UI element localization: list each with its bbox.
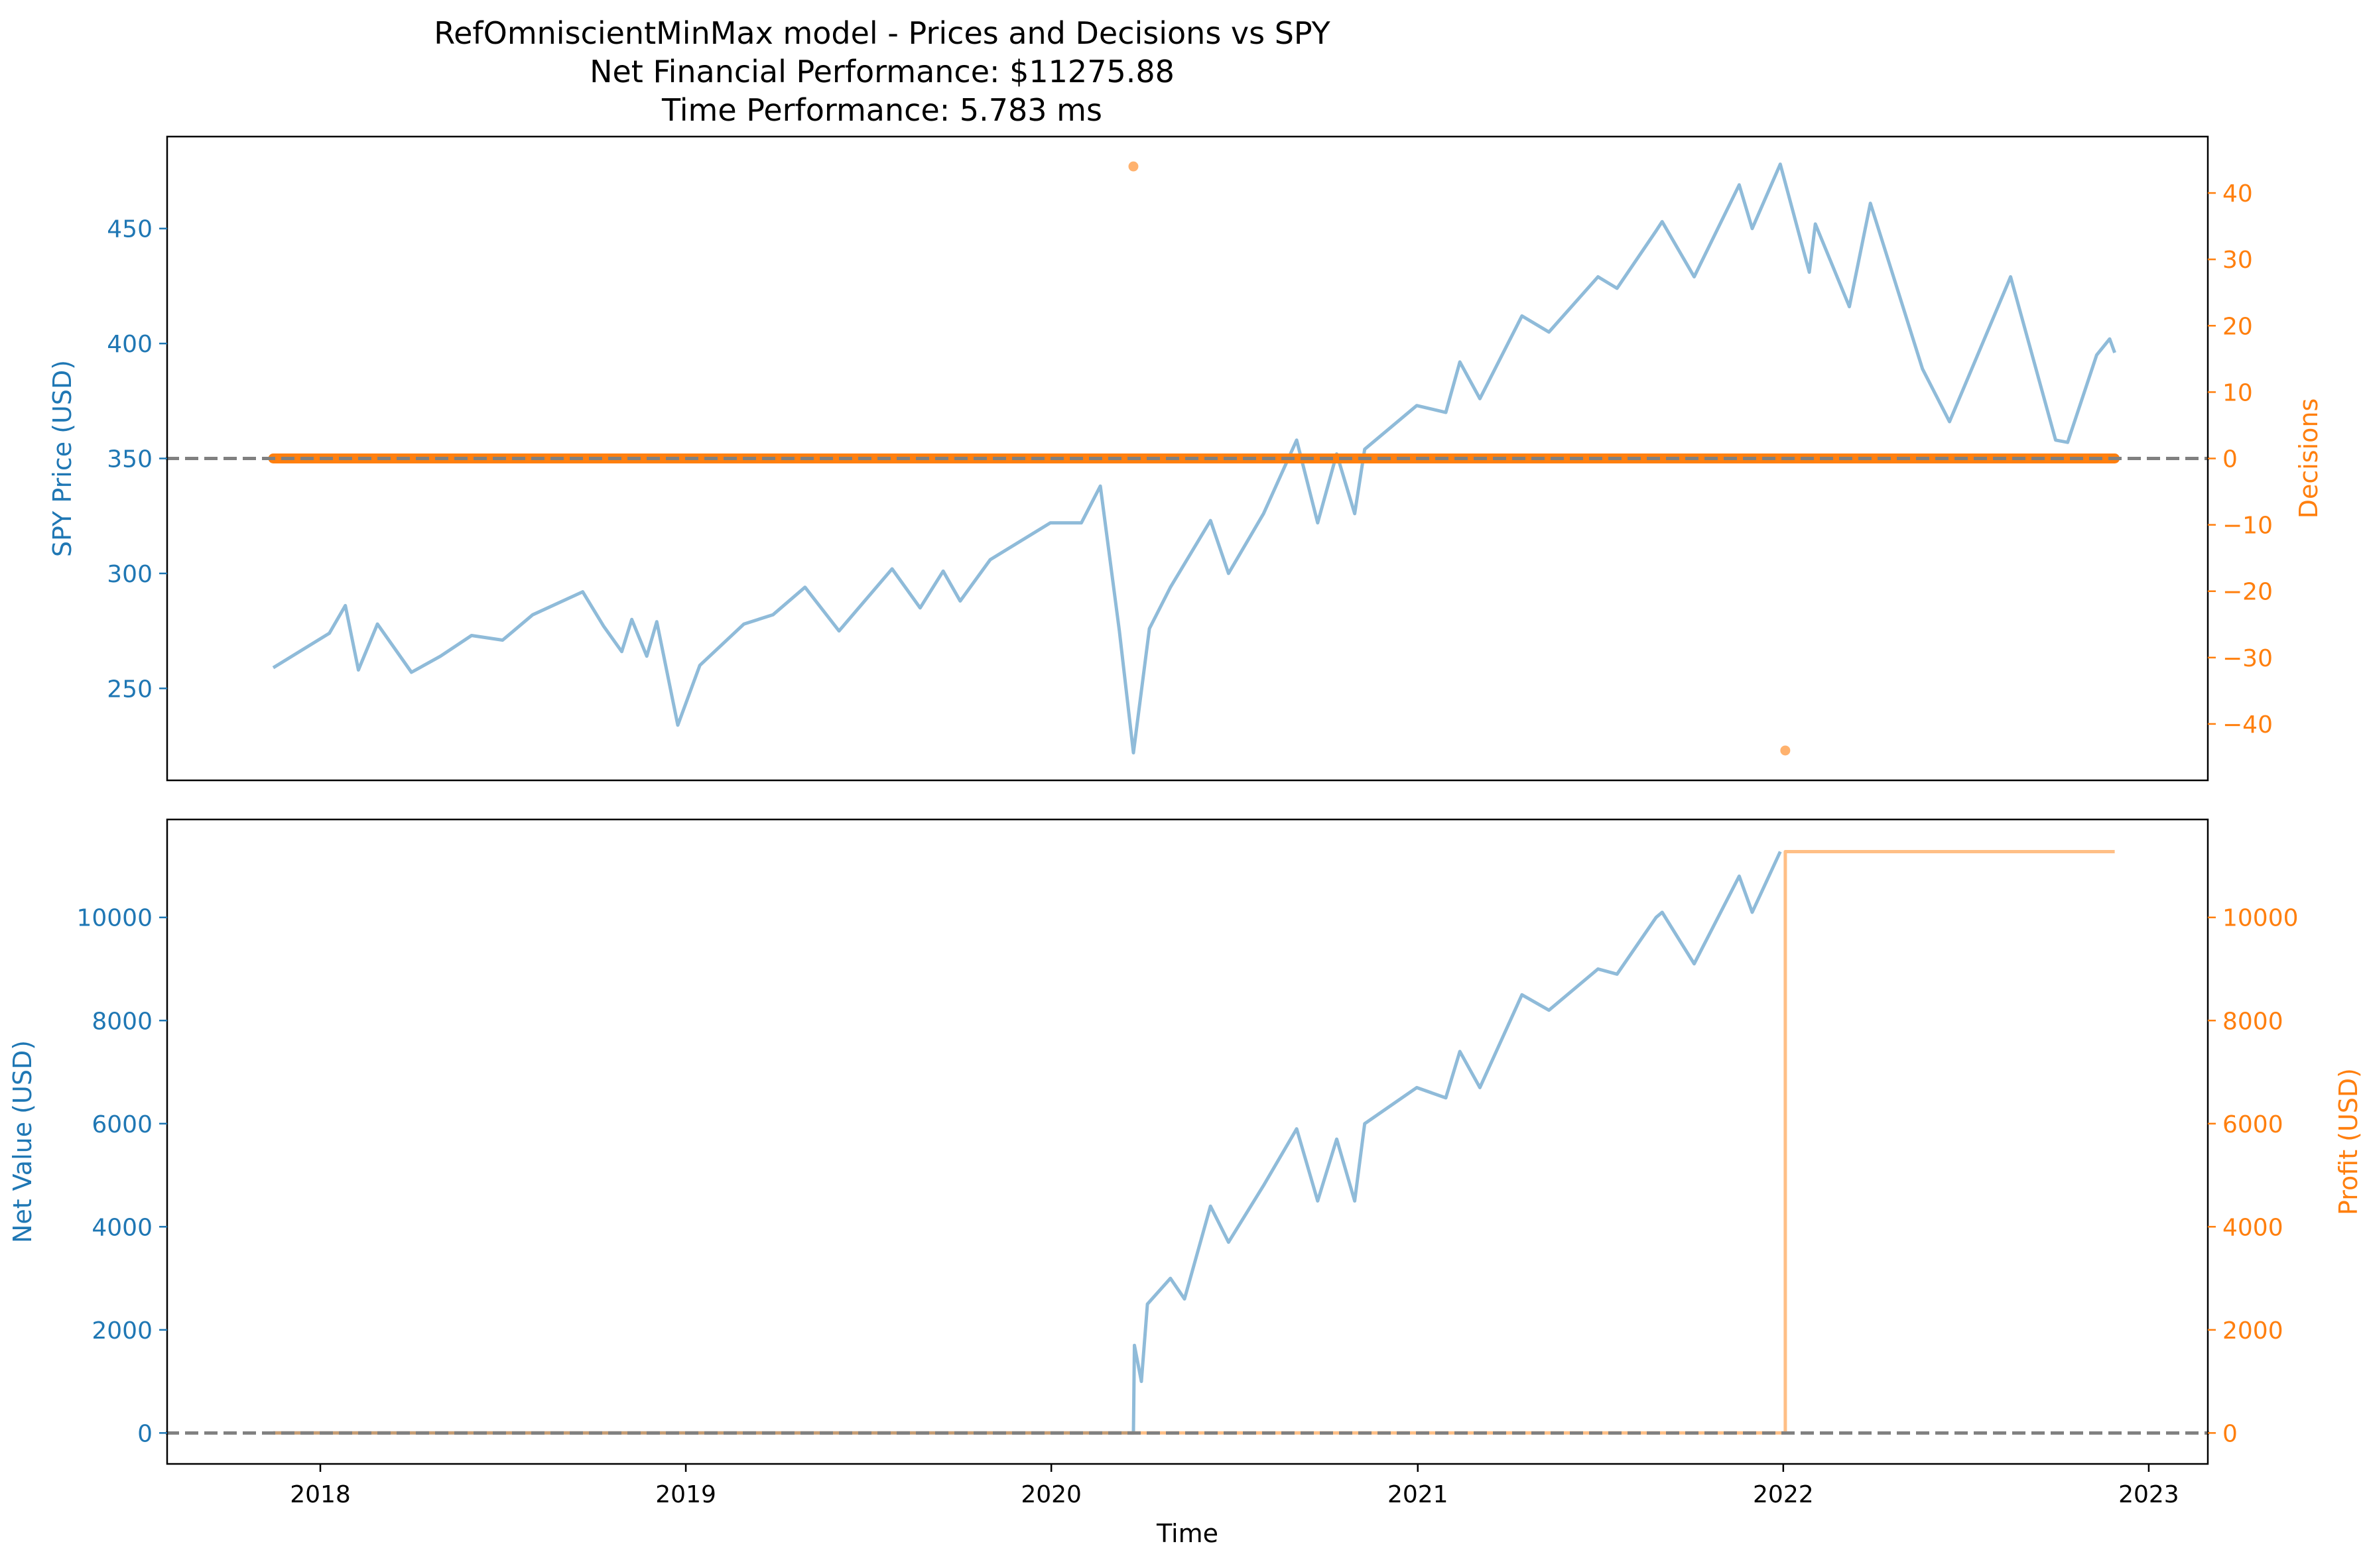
bottom-panel: 0 2000 4000 6000 8000 10000 0 2000 4000 6000 8000 1… [8, 818, 2363, 1548]
axes-frame [166, 818, 2209, 1465]
right-y-tick-label-6: 20 [2222, 313, 2253, 340]
decision-point-1 [1780, 745, 1791, 756]
x-tick-label-0: 2018 [290, 1481, 351, 1508]
series-0-line [273, 851, 1782, 1435]
left-y-tick-label-0: 0 [137, 1420, 153, 1447]
left-y-tick-label-1: 300 [107, 561, 153, 588]
series-1-line [273, 850, 2115, 1435]
left-y-tick-label-4: 450 [107, 216, 153, 243]
plot-area [273, 850, 2115, 1435]
right-y-tick-label-8: 40 [2222, 180, 2253, 208]
left-y-tick-label-4: 8000 [92, 1008, 153, 1035]
left-y-tick-label-0: 250 [107, 676, 153, 703]
title-line-1: RefOmniscientMinMax model - Prices and D… [434, 15, 1330, 51]
left-y-tick-label-3: 400 [107, 331, 153, 358]
x-tick-label-2: 2020 [1021, 1481, 1082, 1508]
x-tick-label-1: 2019 [655, 1481, 716, 1508]
x-tick-label-5: 2023 [2118, 1481, 2179, 1508]
left-y-tick-label-3: 6000 [92, 1111, 153, 1138]
left-y-tick-label-2: 4000 [92, 1214, 153, 1241]
series-0-line [272, 162, 2116, 754]
right-y-tick-label-5: 10 [2222, 379, 2253, 406]
left-y-axis-label: Net Value (USD) [8, 1040, 37, 1243]
right-y-tick-label-1: −30 [2222, 645, 2273, 672]
right-y-tick-label-0: −40 [2222, 711, 2273, 739]
right-y-tick-label-7: 30 [2222, 247, 2253, 274]
right-y-tick-label-0: 0 [2222, 1420, 2238, 1447]
x-tick-label-4: 2022 [1753, 1481, 1814, 1508]
left-y-tick-label-1: 2000 [92, 1317, 153, 1345]
right-y-tick-label-3: 6000 [2222, 1111, 2283, 1138]
left-y-tick-label-5: 10000 [76, 905, 153, 932]
title-line-2: Net Financial Performance: $11275.88 [590, 54, 1175, 90]
left-y-axis-label: SPY Price (USD) [48, 360, 77, 557]
x-tick-label-3: 2021 [1387, 1481, 1448, 1508]
left-y-tick-label-2: 350 [107, 446, 153, 473]
x-axis-label: Time [1156, 1519, 1218, 1548]
right-y-axis-label: Profit (USD) [2334, 1068, 2363, 1215]
right-y-tick-label-2: −20 [2222, 579, 2273, 606]
title-line-3: Time Performance: 5.783 ms [661, 92, 1102, 128]
top-panel: 250 300 350 400 450 −40 −30 −20 −10 0 10 20 30 40 SPY … [48, 135, 2323, 782]
right-y-tick-label-1: 2000 [2222, 1317, 2283, 1345]
right-y-tick-label-2: 4000 [2222, 1214, 2283, 1241]
right-y-tick-label-5: 10000 [2222, 905, 2299, 932]
right-y-tick-label-4: 8000 [2222, 1008, 2283, 1035]
right-y-axis-label: Decisions [2294, 398, 2323, 519]
decision-point-0 [1128, 161, 1139, 172]
right-y-tick-label-3: −10 [2222, 513, 2273, 540]
right-y-tick-label-4: 0 [2222, 446, 2238, 473]
